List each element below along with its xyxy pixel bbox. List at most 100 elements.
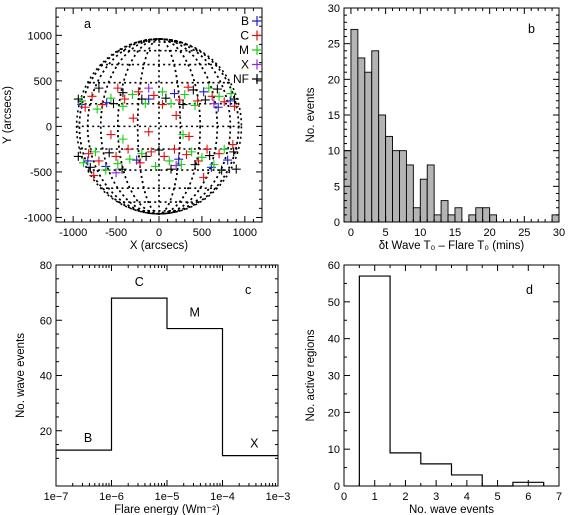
point-nf bbox=[229, 147, 239, 157]
point-m bbox=[178, 130, 188, 140]
point-b bbox=[174, 154, 184, 164]
point-x bbox=[144, 83, 154, 93]
point-nf bbox=[231, 164, 241, 174]
panel-d-ytick-label: 60 bbox=[328, 260, 340, 272]
point-c bbox=[228, 140, 238, 150]
step-histogram bbox=[56, 297, 278, 457]
panel-a-ytick-label: 500 bbox=[34, 76, 52, 88]
panel-c-flare-class-histogram: B C M X 1e−7 1e−6 1e−5 1e−4 1e−3 20 40 60 80 Flare en… bbox=[15, 260, 290, 515]
point-nf bbox=[205, 151, 215, 161]
point-m bbox=[166, 99, 176, 109]
class-label-b: B bbox=[84, 431, 92, 445]
point-c bbox=[133, 87, 143, 97]
panel-d-ytick-label: 50 bbox=[328, 297, 340, 309]
class-label-x: X bbox=[250, 437, 259, 451]
point-c bbox=[80, 102, 90, 112]
histogram-bar bbox=[392, 150, 400, 223]
point-m bbox=[226, 89, 236, 99]
point-c bbox=[89, 171, 99, 181]
point-x bbox=[111, 168, 121, 178]
point-m bbox=[164, 156, 174, 166]
point-m bbox=[151, 161, 161, 171]
legend-label-nf: NF bbox=[233, 72, 249, 86]
point-nf bbox=[230, 94, 240, 104]
point-nf bbox=[141, 151, 151, 161]
histogram-bar bbox=[385, 135, 393, 223]
panel-c-ytick-label: 60 bbox=[40, 315, 52, 327]
histogram-bar bbox=[405, 164, 414, 223]
histogram-bar bbox=[440, 200, 449, 223]
panel-d-label: d bbox=[526, 283, 533, 297]
point-m bbox=[106, 93, 116, 103]
panel-a-ytick-label: 0 bbox=[46, 121, 52, 133]
point-m bbox=[118, 134, 128, 144]
point-b bbox=[225, 96, 235, 106]
point-c bbox=[135, 158, 145, 168]
point-nf bbox=[104, 148, 114, 158]
point-m bbox=[219, 144, 229, 154]
point-nf bbox=[212, 84, 222, 94]
point-m bbox=[190, 100, 200, 110]
panel-c-xtick-label: 1e−3 bbox=[266, 491, 291, 503]
panel-d-xtick-label: 0 bbox=[341, 491, 347, 503]
point-nf bbox=[94, 83, 104, 93]
panel-b-xtick-label: 0 bbox=[348, 227, 354, 239]
point-c bbox=[123, 144, 133, 154]
panel-a-ytick-label: -1000 bbox=[24, 212, 52, 224]
histogram-bar bbox=[454, 207, 463, 223]
panel-b-xtick-label: 15 bbox=[449, 227, 461, 239]
point-nf bbox=[188, 85, 198, 95]
panel-c-xlabel: Flare energy (Wm⁻²) bbox=[114, 504, 220, 515]
point-c bbox=[171, 110, 181, 120]
panel-b-ytick-label: 0 bbox=[334, 217, 340, 229]
panel-b-ytick-label: 5 bbox=[334, 181, 340, 193]
point-c bbox=[175, 95, 185, 105]
point-m bbox=[140, 99, 150, 109]
legend-label-x: X bbox=[241, 58, 249, 72]
panel-b-xtick-label: 20 bbox=[484, 227, 496, 239]
point-nf bbox=[154, 145, 164, 155]
point-m bbox=[113, 159, 123, 169]
point-c bbox=[111, 151, 121, 161]
point-c bbox=[84, 149, 94, 159]
point-b bbox=[83, 156, 93, 166]
point-nf bbox=[190, 160, 200, 170]
point-m bbox=[127, 90, 137, 100]
point-m bbox=[214, 91, 224, 101]
point-nf bbox=[73, 151, 83, 161]
panel-d-active-region-histogram: 0 1 2 3 4 5 6 7 0 10 20 30 40 50 60 No. wave events No. … bbox=[305, 260, 562, 515]
histogram-bar bbox=[371, 50, 380, 223]
histogram-bar bbox=[475, 207, 484, 223]
panel-a-xlabel: X (arcsecs) bbox=[130, 240, 188, 252]
point-m bbox=[92, 104, 102, 114]
panel-d-ytick-label: 40 bbox=[328, 334, 340, 346]
legend-label-m: M bbox=[239, 43, 249, 57]
point-b bbox=[223, 155, 233, 165]
legend-marker-c bbox=[252, 30, 262, 41]
panel-d-ytick-label: 20 bbox=[328, 407, 340, 419]
histogram-bar bbox=[419, 178, 428, 223]
histogram-bar bbox=[378, 114, 387, 223]
point-c bbox=[183, 82, 193, 92]
point-c bbox=[159, 151, 169, 161]
panel-c-xtick-label: 1e−5 bbox=[155, 491, 180, 503]
panel-d-xtick-label: 6 bbox=[525, 491, 531, 503]
point-nf bbox=[117, 164, 127, 174]
point-nf bbox=[200, 95, 210, 105]
point-m bbox=[209, 160, 219, 170]
point-nf bbox=[73, 94, 83, 104]
panel-c-ylabel: No. wave events bbox=[15, 333, 27, 418]
point-c bbox=[128, 113, 138, 123]
point-c bbox=[181, 150, 191, 160]
point-c bbox=[193, 96, 203, 106]
panel-b-ytick-label: 15 bbox=[328, 110, 340, 122]
panel-a-xtick-label: 500 bbox=[193, 227, 211, 239]
histogram-bar bbox=[482, 207, 491, 223]
panel-d-frame bbox=[343, 264, 560, 487]
point-m bbox=[176, 160, 186, 170]
panel-a-scatter: -1000 -500 0 500 1000 -1000 -500 0 500 1000 X (arc… bbox=[2, 7, 263, 252]
point-m bbox=[204, 83, 214, 93]
histogram-bar bbox=[433, 214, 442, 223]
point-nf bbox=[109, 99, 119, 109]
point-nf bbox=[85, 162, 95, 172]
